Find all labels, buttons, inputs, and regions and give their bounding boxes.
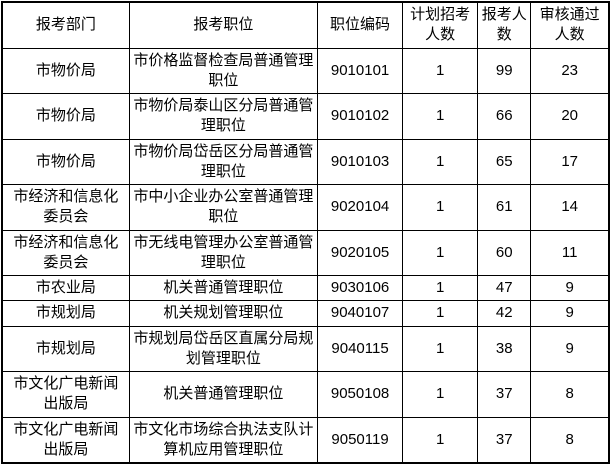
table-row: 市物价局 市价格监督检查局普通管理职位 9010101 1 99 23 bbox=[1, 47, 610, 94]
approved-count-cell: 14 bbox=[530, 184, 610, 231]
table-header: 报考部门 报考职位 职位编码 计划招考人数 报考人数 审核通过人数 bbox=[1, 1, 610, 49]
approved-count-cell: 9 bbox=[530, 300, 610, 327]
approved-count-cell: 23 bbox=[530, 47, 610, 94]
approved-count-cell: 9 bbox=[530, 274, 610, 302]
approved-count-cell: 8 bbox=[530, 371, 610, 418]
position-code-cell: 9010101 bbox=[316, 47, 404, 94]
position-cell: 市规划局岱岳区直属分局规划管理职位 bbox=[128, 325, 319, 372]
applicant-count-cell: 66 bbox=[477, 93, 532, 140]
department-cell: 市规划局 bbox=[1, 300, 130, 327]
applicant-count-cell: 42 bbox=[477, 300, 532, 327]
department-cell: 市经济和信息化委员会 bbox=[1, 184, 130, 231]
department-cell: 市规划局 bbox=[1, 325, 130, 372]
department-cell: 市物价局 bbox=[1, 47, 130, 94]
position-cell: 机关规划管理职位 bbox=[128, 300, 319, 327]
header-position: 报考职位 bbox=[128, 1, 319, 49]
planned-recruit-count-cell: 1 bbox=[402, 229, 479, 276]
position-cell: 市价格监督检查局普通管理职位 bbox=[128, 47, 319, 94]
department-cell: 市文化广电新闻出版局 bbox=[1, 371, 130, 418]
approved-count-cell: 11 bbox=[530, 229, 610, 276]
table-row: 市文化广电新闻出版局 机关普通管理职位 9050108 1 37 8 bbox=[1, 371, 610, 418]
planned-recruit-count-cell: 1 bbox=[402, 184, 479, 231]
position-cell: 市物价局岱岳区分局普通管理职位 bbox=[128, 138, 319, 185]
position-code-cell: 9010103 bbox=[316, 138, 404, 185]
planned-recruit-count-cell: 1 bbox=[402, 371, 479, 418]
approved-count-cell: 20 bbox=[530, 93, 610, 140]
applicant-count-cell: 38 bbox=[477, 325, 532, 372]
planned-recruit-count-cell: 1 bbox=[402, 325, 479, 372]
approved-count-cell: 8 bbox=[530, 416, 610, 464]
table-body: 市物价局 市价格监督检查局普通管理职位 9010101 1 99 23 市物价局 市物价局泰山… bbox=[1, 47, 610, 464]
department-cell: 市农业局 bbox=[1, 274, 130, 302]
department-cell: 市经济和信息化委员会 bbox=[1, 229, 130, 276]
planned-recruit-count-cell: 1 bbox=[402, 47, 479, 94]
position-code-cell: 9030106 bbox=[316, 274, 404, 302]
position-cell: 市无线电管理办公室普通管理职位 bbox=[128, 229, 319, 276]
position-cell: 市文化市场综合执法支队计算机应用管理职位 bbox=[128, 416, 319, 464]
header-department: 报考部门 bbox=[1, 1, 130, 49]
applicant-count-cell: 61 bbox=[477, 184, 532, 231]
position-code-cell: 9040115 bbox=[316, 325, 404, 372]
approved-count-cell: 17 bbox=[530, 138, 610, 185]
table-row: 市物价局 市物价局泰山区分局普通管理职位 9010102 1 66 20 bbox=[1, 93, 610, 140]
table-row: 市农业局 机关普通管理职位 9030106 1 47 9 bbox=[1, 274, 610, 302]
position-code-cell: 9050108 bbox=[316, 371, 404, 418]
planned-recruit-count-cell: 1 bbox=[402, 274, 479, 302]
applicant-count-cell: 99 bbox=[477, 47, 532, 94]
applicant-count-cell: 60 bbox=[477, 229, 532, 276]
position-code-cell: 9010102 bbox=[316, 93, 404, 140]
position-cell: 市物价局泰山区分局普通管理职位 bbox=[128, 93, 319, 140]
position-code-cell: 9040107 bbox=[316, 300, 404, 327]
planned-recruit-count-cell: 1 bbox=[402, 93, 479, 140]
table-row: 市文化广电新闻出版局 市文化市场综合执法支队计算机应用管理职位 9050119 1 37… bbox=[1, 416, 610, 464]
table-row: 市规划局 机关规划管理职位 9040107 1 42 9 bbox=[1, 300, 610, 327]
header-applicant-count: 报考人数 bbox=[477, 1, 532, 49]
table-row: 市规划局 市规划局岱岳区直属分局规划管理职位 9040115 1 38 9 bbox=[1, 325, 610, 372]
position-cell: 机关普通管理职位 bbox=[128, 371, 319, 418]
applicant-count-cell: 65 bbox=[477, 138, 532, 185]
position-code-cell: 9020105 bbox=[316, 229, 404, 276]
position-code-cell: 9050119 bbox=[316, 416, 404, 464]
table-row: 市物价局 市物价局岱岳区分局普通管理职位 9010103 1 65 17 bbox=[1, 138, 610, 185]
planned-recruit-count-cell: 1 bbox=[402, 138, 479, 185]
applicant-count-cell: 47 bbox=[477, 274, 532, 302]
header-planned-recruit-count: 计划招考人数 bbox=[402, 1, 479, 49]
approved-count-cell: 9 bbox=[530, 325, 610, 372]
header-position-code: 职位编码 bbox=[316, 1, 404, 49]
planned-recruit-count-cell: 1 bbox=[402, 416, 479, 464]
position-cell: 机关普通管理职位 bbox=[128, 274, 319, 302]
planned-recruit-count-cell: 1 bbox=[402, 300, 479, 327]
department-cell: 市物价局 bbox=[1, 138, 130, 185]
applicant-count-cell: 37 bbox=[477, 371, 532, 418]
table-row: 市经济和信息化委员会 市无线电管理办公室普通管理职位 9020105 1 60 11 bbox=[1, 229, 610, 276]
table-row: 市经济和信息化委员会 市中小企业办公室普通管理职位 9020104 1 61 14 bbox=[1, 184, 610, 231]
position-code-cell: 9020104 bbox=[316, 184, 404, 231]
department-cell: 市文化广电新闻出版局 bbox=[1, 416, 130, 464]
applicant-count-cell: 37 bbox=[477, 416, 532, 464]
table-header-row: 报考部门 报考职位 职位编码 计划招考人数 报考人数 审核通过人数 bbox=[1, 1, 610, 49]
department-cell: 市物价局 bbox=[1, 93, 130, 140]
header-approved-count: 审核通过人数 bbox=[530, 1, 610, 49]
position-cell: 市中小企业办公室普通管理职位 bbox=[128, 184, 319, 231]
